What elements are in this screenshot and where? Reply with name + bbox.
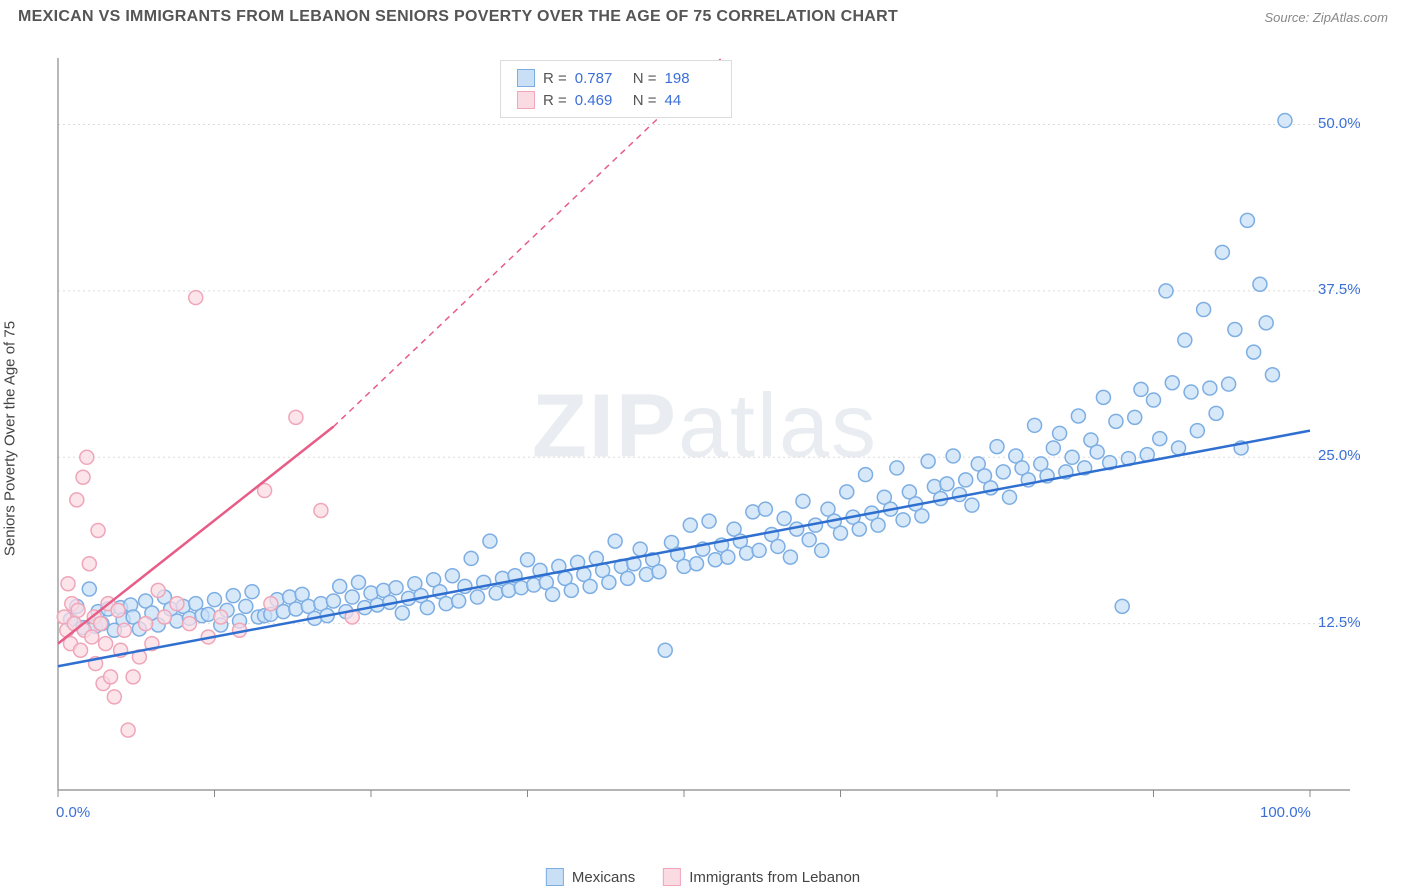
swatch-mexicans — [546, 868, 564, 886]
scatter-plot — [50, 50, 1360, 836]
r-label: R = — [543, 92, 567, 109]
chart-source: Source: ZipAtlas.com — [1264, 10, 1388, 25]
swatch-mexicans — [517, 69, 535, 87]
r-value: 0.469 — [575, 92, 625, 109]
bottom-legend: Mexicans Immigrants from Lebanon — [546, 868, 860, 886]
n-label: N = — [633, 92, 657, 109]
chart-area: ZIPatlas R = 0.787 N = 198 R = 0.469 N =… — [50, 50, 1360, 836]
legend-item-mexicans: Mexicans — [546, 868, 635, 886]
x-tick-label: 100.0% — [1260, 804, 1311, 821]
y-tick-label: 25.0% — [1318, 447, 1361, 464]
y-tick-label: 37.5% — [1318, 281, 1361, 298]
r-value: 0.787 — [575, 70, 625, 87]
swatch-lebanon — [517, 91, 535, 109]
source-prefix: Source: — [1264, 10, 1312, 25]
stats-row-mexicans: R = 0.787 N = 198 — [517, 67, 715, 89]
swatch-lebanon — [663, 868, 681, 886]
r-label: R = — [543, 70, 567, 87]
legend-label: Mexicans — [572, 869, 635, 886]
n-label: N = — [633, 70, 657, 87]
chart-header: MEXICAN VS IMMIGRANTS FROM LEBANON SENIO… — [0, 0, 1406, 30]
y-tick-label: 50.0% — [1318, 115, 1361, 132]
chart-title: MEXICAN VS IMMIGRANTS FROM LEBANON SENIO… — [18, 8, 898, 26]
legend-label: Immigrants from Lebanon — [689, 869, 860, 886]
stats-row-lebanon: R = 0.469 N = 44 — [517, 89, 715, 111]
x-tick-label: 0.0% — [56, 804, 90, 821]
n-value: 44 — [665, 92, 715, 109]
n-value: 198 — [665, 70, 715, 87]
source-name: ZipAtlas.com — [1313, 10, 1388, 25]
legend-item-lebanon: Immigrants from Lebanon — [663, 868, 860, 886]
stats-legend: R = 0.787 N = 198 R = 0.469 N = 44 — [500, 60, 732, 118]
y-tick-label: 12.5% — [1318, 614, 1361, 631]
